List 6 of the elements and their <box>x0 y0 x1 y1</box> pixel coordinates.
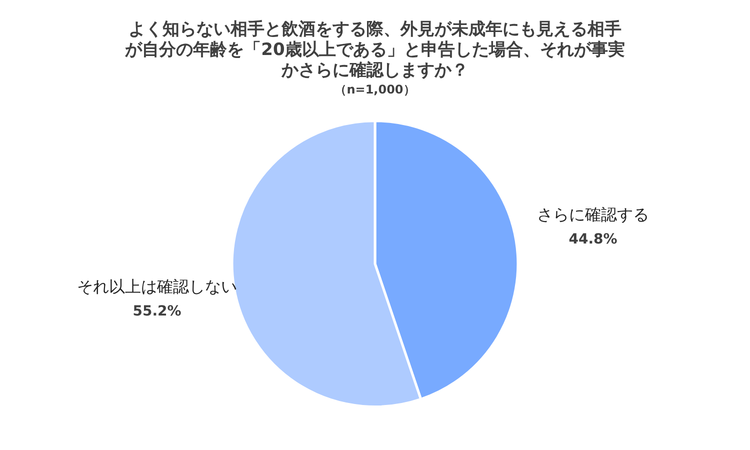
slice-label: さらに確認する <box>537 205 650 224</box>
data-label: 44.8% <box>568 232 618 248</box>
data-label: 55.2% <box>132 303 182 320</box>
chart-subtitle: （n=1,000） <box>334 82 416 97</box>
chart-title: よく知らない相手と飲酒をする際、外見が未成年にも見える相手が自分の年齢を「20歳以上である」と申告した場合、それが事実かさらに確認しますか？ <box>124 20 625 80</box>
slice-label: それ以上は確認しない <box>76 276 237 296</box>
